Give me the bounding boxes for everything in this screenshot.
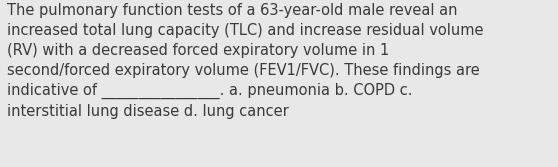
Text: The pulmonary function tests of a 63-year-old male reveal an
increased total lun: The pulmonary function tests of a 63-yea…	[7, 3, 483, 119]
